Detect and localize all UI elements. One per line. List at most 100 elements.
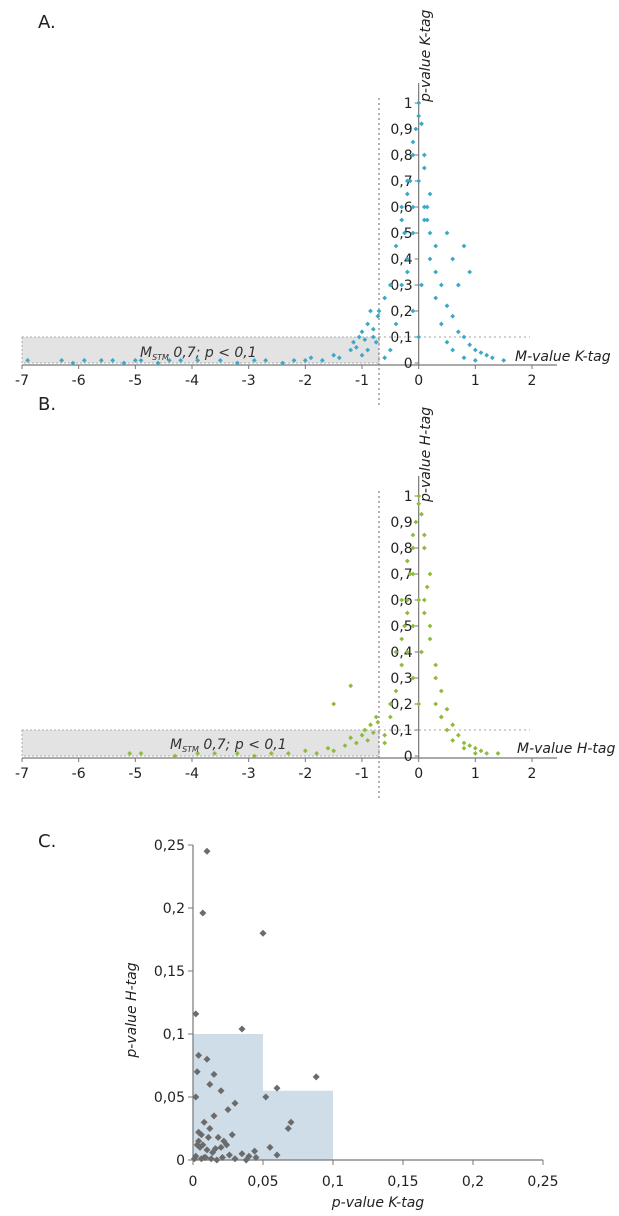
a-x-tick-label: -1 <box>355 373 369 389</box>
c-data-point <box>193 1068 201 1076</box>
a-data-point <box>444 230 450 236</box>
c-data-point <box>225 1151 233 1159</box>
b-x-tick-label: 2 <box>528 766 537 782</box>
b-data-point <box>359 732 365 738</box>
a-data-point <box>427 191 433 197</box>
a-data-point <box>359 329 365 335</box>
b-data-point <box>444 727 450 733</box>
c-data-point <box>273 1151 281 1159</box>
b-data-point <box>427 636 433 642</box>
c-x-tick-label: 0,25 <box>527 1174 558 1190</box>
c-data-point <box>217 1087 225 1095</box>
b-data-point <box>387 701 393 707</box>
a-data-point <box>132 358 138 363</box>
c-data-point <box>200 1118 208 1126</box>
c-y-tick-label: 0,15 <box>154 964 185 980</box>
b-data-point <box>421 532 427 538</box>
c-data-point <box>214 1133 222 1141</box>
a-data-point <box>370 334 376 340</box>
a-x-tick-label: -6 <box>72 373 86 389</box>
a-x-tick-label: 2 <box>528 373 537 389</box>
c-data-point <box>210 1112 218 1120</box>
panel-b-points <box>127 493 501 759</box>
a-data-point <box>407 178 413 184</box>
a-data-point <box>461 243 467 249</box>
c-data-point <box>259 929 267 937</box>
b-y-tick-label: 0 <box>404 749 413 765</box>
b-data-point <box>331 701 337 707</box>
b-data-point <box>362 727 368 733</box>
a-data-point <box>501 358 507 363</box>
b-data-point <box>427 571 433 577</box>
b-x-tick-label: -7 <box>15 766 29 782</box>
a-data-point <box>444 303 450 309</box>
c-data-point <box>266 1143 274 1151</box>
c-data-point <box>251 1147 259 1155</box>
b-data-point <box>433 662 439 668</box>
b-data-point <box>407 571 413 577</box>
b-y-tick-label: 0,2 <box>390 697 412 713</box>
a-data-point <box>410 152 416 158</box>
b-data-point <box>404 597 410 603</box>
a-data-point <box>416 334 422 340</box>
c-y-tick-label: 0,25 <box>154 838 185 854</box>
c-data-point <box>204 1133 212 1141</box>
a-data-point <box>455 329 461 335</box>
a-data-point <box>444 339 450 345</box>
a-data-point <box>472 347 478 353</box>
b-data-point <box>365 738 371 743</box>
a-data-point <box>178 358 184 363</box>
a-data-point <box>319 358 325 363</box>
c-data-point <box>195 1137 203 1145</box>
a-y-tick-label: 0 <box>404 356 413 372</box>
a-data-point <box>387 282 393 288</box>
a-data-point <box>450 347 456 353</box>
b-data-point <box>461 745 467 751</box>
c-data-point <box>206 1125 214 1132</box>
a-data-point <box>461 355 467 361</box>
b-data-point <box>455 732 461 738</box>
b-y-tick-label: 0,7 <box>390 567 412 583</box>
panel-b-x-axis: -7 -6 -5 -4 -3 -2 -1 0 1 2 <box>15 757 557 782</box>
b-data-point <box>325 745 331 751</box>
b-x-tick-label: -6 <box>72 766 86 782</box>
a-data-point <box>382 355 388 361</box>
a-data-point <box>438 282 444 288</box>
a-data-point <box>25 358 31 363</box>
c-data-point <box>199 1141 207 1149</box>
b-x-tick-label: 0 <box>414 766 423 782</box>
a-x-tick-label: -2 <box>298 373 312 389</box>
a-y-tick-label: 0,8 <box>390 148 412 164</box>
b-data-point <box>404 649 410 655</box>
a-data-point <box>410 308 416 314</box>
b-data-point <box>234 751 240 756</box>
c-data-point <box>312 1073 320 1081</box>
a-data-point <box>433 295 439 301</box>
panel-b-significance-region <box>21 729 380 757</box>
panel-a-significance-region <box>21 336 380 364</box>
b-data-point <box>348 683 354 689</box>
b-data-point <box>127 751 133 756</box>
a-data-point <box>365 321 371 327</box>
a-data-point <box>419 282 424 288</box>
a-data-point <box>70 360 76 366</box>
a-x-tick-label: -7 <box>15 373 29 389</box>
b-x-tick-label: -3 <box>242 766 256 782</box>
a-data-point <box>98 358 104 363</box>
b-data-point <box>342 743 348 748</box>
panel-a-annotation: MSTM 0,7; p < 0,1 <box>140 345 257 362</box>
b-data-point <box>314 751 320 756</box>
b-x-tick-label: -1 <box>355 766 369 782</box>
a-data-point <box>467 342 473 348</box>
a-data-point <box>433 243 439 249</box>
c-data-point <box>218 1153 226 1161</box>
b-data-point <box>416 493 422 499</box>
panel-b-annotation: MSTM 0,7; p < 0,1 <box>170 737 287 754</box>
b-data-point <box>416 501 422 507</box>
a-data-point <box>348 347 354 353</box>
b-x-tick-label: -2 <box>298 766 312 782</box>
panel-a-x-axis: -7 -6 -5 -4 -3 -2 -1 0 1 2 <box>15 364 557 389</box>
a-x-tick-label: -5 <box>128 373 142 389</box>
b-data-point <box>419 649 424 655</box>
b-data-point <box>410 571 416 577</box>
